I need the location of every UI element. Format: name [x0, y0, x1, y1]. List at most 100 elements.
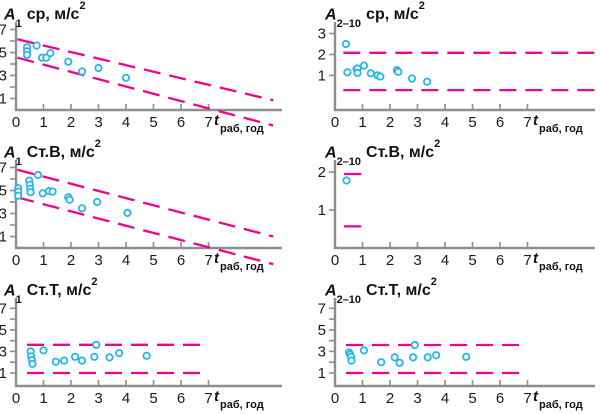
quantity-subscript: 2–10: [336, 17, 362, 30]
svg-text:0: 0: [331, 114, 339, 131]
svg-text:7: 7: [523, 114, 531, 131]
chart-title: A1 Ст.Т, м/с2: [4, 276, 98, 306]
svg-text:7: 7: [523, 252, 531, 269]
svg-text:6: 6: [496, 114, 504, 131]
quantity-symbol: A: [4, 144, 16, 162]
chart-title: A2–10 ср, м/с2: [325, 0, 425, 30]
svg-text:3: 3: [318, 343, 326, 360]
svg-text:1: 1: [358, 114, 366, 131]
quantity-units: ср, м/с: [366, 6, 419, 24]
chart-title: A1 ср, м/с2: [4, 0, 86, 30]
svg-text:2: 2: [67, 114, 75, 131]
svg-text:3: 3: [413, 114, 421, 131]
svg-text:2: 2: [67, 252, 75, 269]
svg-text:4: 4: [122, 252, 130, 269]
x-axis-label: tраб, год: [533, 388, 583, 411]
svg-text:3: 3: [318, 26, 326, 43]
svg-text:3: 3: [94, 252, 102, 269]
svg-text:2: 2: [386, 114, 394, 131]
x-axis-label: tраб, год: [533, 250, 583, 273]
svg-text:6: 6: [177, 252, 185, 269]
svg-text:1: 1: [39, 252, 47, 269]
units-exponent: 2: [434, 138, 441, 150]
svg-text:5: 5: [468, 252, 476, 269]
svg-text:4: 4: [441, 252, 449, 269]
svg-text:2: 2: [386, 390, 394, 407]
svg-text:0: 0: [331, 390, 339, 407]
plot-a2-10-sr: 0 1 2 3 4 5 6 7 1 2 3: [318, 22, 597, 131]
svg-text:7: 7: [204, 390, 212, 407]
x-axis-label: tраб, год: [214, 388, 264, 411]
x-axis-label: tраб, год: [214, 250, 264, 273]
quantity-units: Ст.В, м/с: [26, 144, 95, 162]
svg-text:1: 1: [318, 365, 326, 382]
svg-text:5: 5: [0, 183, 7, 200]
svg-text:7: 7: [204, 252, 212, 269]
svg-text:0: 0: [12, 390, 20, 407]
svg-text:2: 2: [386, 252, 394, 269]
quantity-symbol: A: [325, 282, 337, 300]
svg-text:5: 5: [468, 114, 476, 131]
chart-title: A2–10 Ст.Т, м/с2: [325, 276, 437, 306]
quantity-units: ср, м/с: [26, 6, 80, 24]
quantity-subscript: 2–10: [336, 155, 362, 168]
svg-text:5: 5: [149, 252, 157, 269]
plot-a2-10-stv: 0 1 2 3 4 5 6 7 1 2: [318, 160, 595, 269]
quantity-subscript: 1: [15, 17, 22, 30]
svg-text:0: 0: [331, 252, 339, 269]
quantity-symbol: A: [325, 6, 337, 24]
svg-text:6: 6: [496, 390, 504, 407]
svg-text:1: 1: [0, 365, 7, 382]
svg-text:1: 1: [39, 114, 47, 131]
svg-text:5: 5: [0, 322, 7, 339]
chart-title: A2–10 Ст.В, м/с2: [325, 138, 441, 168]
svg-text:7: 7: [523, 390, 531, 407]
svg-text:3: 3: [413, 390, 421, 407]
quantity-subscript: 1: [15, 293, 22, 306]
svg-text:4: 4: [441, 390, 449, 407]
svg-text:3: 3: [94, 114, 102, 131]
svg-text:5: 5: [149, 390, 157, 407]
quantity-units: Ст.В, м/с: [366, 144, 435, 162]
svg-text:1: 1: [358, 390, 366, 407]
svg-text:5: 5: [149, 114, 157, 131]
svg-text:3: 3: [0, 343, 7, 360]
chart-title: A1 Ст.В, м/с2: [4, 138, 101, 168]
quantity-units: Ст.Т, м/с: [366, 282, 431, 300]
svg-text:3: 3: [0, 206, 7, 223]
svg-text:2: 2: [318, 47, 326, 64]
svg-text:1: 1: [318, 67, 326, 84]
svg-text:6: 6: [496, 252, 504, 269]
svg-text:7: 7: [318, 300, 326, 317]
svg-text:1: 1: [0, 91, 7, 108]
svg-text:7: 7: [0, 300, 7, 317]
svg-text:5: 5: [0, 45, 7, 62]
svg-text:6: 6: [177, 114, 185, 131]
svg-text:3: 3: [413, 252, 421, 269]
svg-text:3: 3: [0, 68, 7, 85]
svg-text:0: 0: [12, 114, 20, 131]
svg-text:1: 1: [39, 390, 47, 407]
svg-text:6: 6: [177, 390, 185, 407]
units-exponent: 2: [418, 0, 425, 12]
svg-text:1: 1: [358, 252, 366, 269]
x-axis-label: tраб, год: [214, 112, 264, 135]
svg-text:7: 7: [0, 22, 7, 39]
svg-text:7: 7: [204, 114, 212, 131]
svg-text:0: 0: [12, 252, 20, 269]
units-exponent: 2: [94, 138, 101, 150]
svg-text:1: 1: [0, 229, 7, 246]
units-exponent: 2: [79, 0, 86, 12]
svg-text:4: 4: [441, 114, 449, 131]
units-exponent: 2: [91, 276, 98, 288]
svg-text:4: 4: [122, 390, 130, 407]
